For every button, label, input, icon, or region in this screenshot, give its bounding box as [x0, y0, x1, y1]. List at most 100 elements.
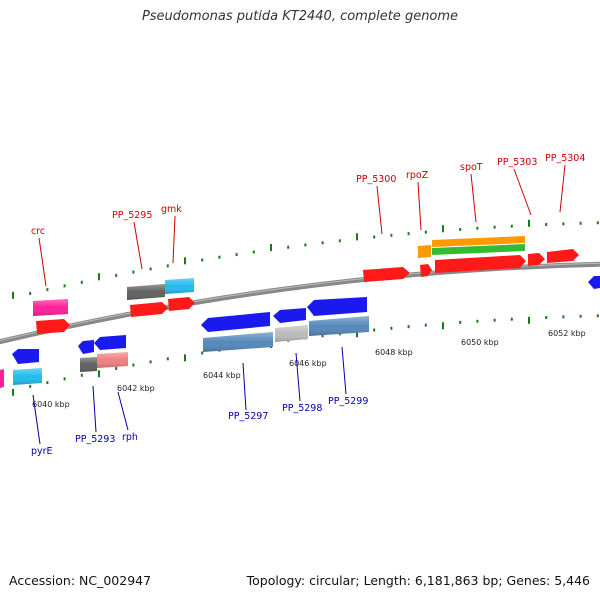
gene-arrow-rpoZ[interactable]: [418, 245, 431, 258]
gene-arrow-rpoZ-red[interactable]: [420, 264, 432, 277]
minor-tick: [132, 363, 135, 367]
gene-label-rph[interactable]: rph: [122, 432, 138, 443]
scale-label: 6052 kbp: [548, 329, 586, 338]
minor-tick: [562, 315, 565, 319]
major-tick: [356, 330, 358, 338]
topology-text: Topology: circular; Length: 6,181,863 bp…: [246, 573, 590, 588]
gene-arrow-rph[interactable]: [94, 335, 126, 350]
minor-tick: [510, 224, 513, 228]
major-tick: [12, 388, 14, 396]
genome-backbone-highlight: [0, 262, 600, 342]
minor-tick: [338, 239, 341, 243]
gene-arrow-PP_5303[interactable]: [435, 255, 526, 273]
minor-tick: [149, 360, 152, 364]
scale-labels: 6040 kbp 6042 kbp 6044 kbp 6046 kbp 6048…: [32, 329, 586, 409]
minor-tick: [476, 319, 479, 323]
major-tick: [528, 219, 530, 227]
gene-arrow-pyrE[interactable]: [12, 349, 39, 364]
gene-arrow-PP_5293[interactable]: [78, 340, 94, 354]
minor-tick: [373, 328, 376, 332]
gene-label-PP_5304[interactable]: PP_5304: [545, 153, 585, 164]
gene-arrow-PP_5299[interactable]: [307, 297, 367, 316]
genome-backbone: [0, 261, 600, 345]
gene-arrow-gmk-red[interactable]: [168, 297, 195, 311]
minor-tick: [459, 320, 462, 324]
minor-tick: [29, 291, 32, 295]
gene-arrow-reverse[interactable]: [588, 276, 600, 289]
minor-tick: [46, 288, 49, 292]
minor-tick: [596, 314, 599, 318]
scale-label: 6048 kbp: [375, 348, 413, 357]
minor-tick: [545, 315, 548, 319]
gene-label-PP_5297[interactable]: PP_5297: [228, 411, 268, 422]
gene-arrow-PP_5298[interactable]: [273, 308, 306, 323]
gene-arrow-PP_5300[interactable]: [363, 267, 410, 282]
minor-tick: [201, 258, 204, 262]
minor-tick: [304, 243, 307, 247]
gene-arrow-forward[interactable]: [36, 319, 70, 334]
minor-tick: [115, 273, 118, 277]
minor-tick: [579, 221, 582, 225]
gene-arrow-spoT-green[interactable]: [432, 244, 525, 255]
minor-tick: [235, 253, 238, 257]
gene-label-spoT[interactable]: spoT: [460, 162, 483, 173]
minor-tick: [80, 280, 83, 284]
minor-tick: [201, 351, 204, 355]
gene-label-pyrE[interactable]: pyrE: [31, 446, 53, 457]
gene-arrow-PP_5297[interactable]: [201, 312, 270, 332]
gene-label-PP_5303[interactable]: PP_5303: [497, 157, 537, 168]
minor-tick: [149, 267, 152, 271]
minor-tick: [80, 373, 83, 377]
reverse-gene-labels: pyrE PP_5293 rph PP_5297 PP_5298 PP_5299: [31, 346, 368, 457]
minor-tick: [510, 317, 513, 321]
minor-tick: [166, 357, 169, 361]
minor-tick: [373, 235, 376, 239]
gene-label-rpoZ[interactable]: rpoZ: [406, 170, 429, 181]
minor-tick: [287, 245, 290, 249]
gene-arrow-reverse[interactable]: [0, 369, 4, 388]
major-tick: [12, 291, 14, 299]
gene-arrow-forward[interactable]: [528, 253, 545, 266]
major-tick: [184, 354, 186, 362]
minor-tick: [390, 326, 393, 330]
minor-tick: [63, 284, 66, 288]
major-tick: [442, 225, 444, 233]
minor-tick: [493, 225, 496, 229]
gene-label-PP_5293[interactable]: PP_5293: [75, 434, 115, 445]
gene-arrow-PP_5295[interactable]: [130, 302, 168, 317]
map-title: Pseudomonas putida KT2440, complete geno…: [141, 9, 459, 24]
scale-label: 6050 kbp: [461, 338, 499, 347]
minor-tick: [252, 250, 255, 254]
minor-tick: [166, 264, 169, 268]
minor-tick: [407, 325, 410, 329]
minor-tick: [321, 334, 324, 338]
gene-label-PP_5300[interactable]: PP_5300: [356, 174, 396, 185]
scale-label: 6040 kbp: [32, 400, 70, 409]
minor-tick: [29, 384, 32, 388]
gene-label-PP_5299[interactable]: PP_5299: [328, 396, 368, 407]
scale-label: 6044 kbp: [203, 371, 241, 380]
scale-label: 6042 kbp: [117, 384, 155, 393]
gene-shading: [13, 278, 369, 385]
major-tick: [442, 322, 444, 330]
minor-tick: [63, 377, 66, 381]
scale-label: 6046 kbp: [289, 359, 327, 368]
minor-tick: [424, 323, 427, 327]
gene-arrow-PP_5304[interactable]: [547, 249, 579, 263]
minor-tick: [459, 227, 462, 231]
minor-tick: [46, 381, 49, 385]
minor-tick: [579, 314, 582, 318]
gene-arrow-spoT[interactable]: [432, 236, 525, 247]
major-tick: [528, 316, 530, 324]
minor-tick: [132, 270, 135, 274]
gene-label-gmk[interactable]: gmk: [161, 204, 182, 215]
gene-label-crc[interactable]: crc: [31, 226, 45, 237]
major-tick: [98, 370, 100, 378]
minor-tick: [321, 241, 324, 245]
minor-tick: [596, 221, 599, 225]
minor-tick: [562, 222, 565, 226]
gene-label-PP_5295[interactable]: PP_5295: [112, 210, 152, 221]
gene-label-PP_5298[interactable]: PP_5298: [282, 403, 322, 414]
minor-tick: [545, 222, 548, 226]
major-tick: [356, 233, 358, 241]
